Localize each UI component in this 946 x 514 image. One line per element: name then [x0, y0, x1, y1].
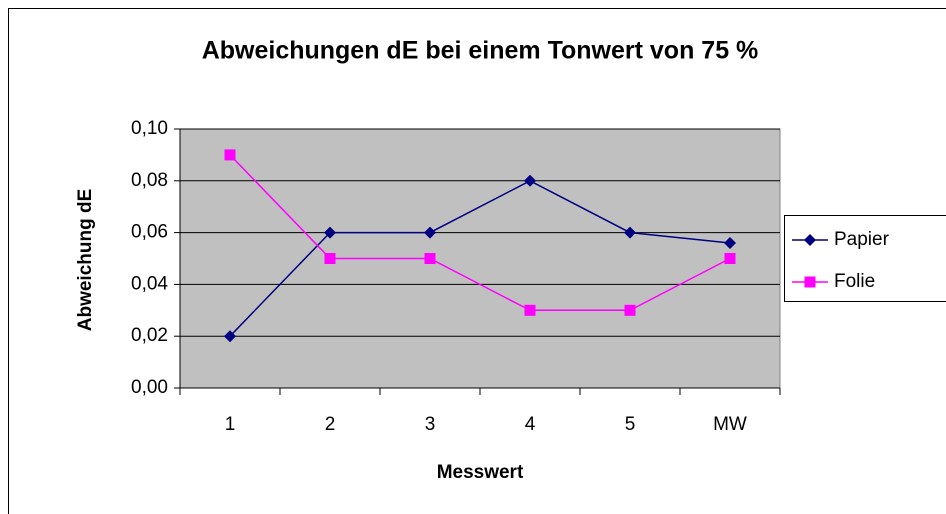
marker — [624, 304, 636, 316]
x-tick-label: 3 — [425, 414, 436, 435]
y-tick-label: 0,02 — [131, 325, 168, 346]
marker — [624, 226, 636, 239]
x-tick-label: 4 — [525, 414, 536, 435]
y-tick-label: 0,08 — [131, 170, 168, 191]
marker — [324, 253, 336, 264]
x-tick-label: 5 — [625, 414, 636, 435]
x-tick-label: 1 — [225, 414, 236, 435]
marker — [524, 304, 536, 316]
marker — [724, 236, 736, 249]
marker — [804, 234, 816, 246]
legend-label: Folie — [834, 271, 875, 292]
series-line — [229, 154, 731, 312]
x-tick-label: MW — [713, 414, 747, 435]
marker — [424, 226, 436, 239]
x-axis-label: Messwert — [437, 462, 524, 483]
marker — [724, 253, 736, 264]
legend-label: Papier — [834, 229, 890, 250]
marker — [224, 330, 236, 343]
y-tick-label: 0,10 — [131, 118, 168, 139]
marker — [224, 149, 236, 161]
y-tick-label: 0,00 — [131, 377, 168, 398]
plot-area — [179, 128, 781, 389]
x-tick-label: 2 — [325, 414, 336, 435]
y-axis-label: Abweichung dE — [75, 189, 96, 332]
y-tick-label: 0,04 — [131, 273, 168, 294]
marker — [524, 174, 536, 187]
chart-border — [8, 8, 946, 514]
y-tick-label: 0,06 — [131, 222, 168, 243]
marker — [324, 226, 336, 239]
chart-title: Abweichungen dE bei einem Tonwert von 75… — [202, 37, 759, 65]
marker — [804, 276, 816, 288]
marker — [424, 253, 436, 264]
series-line — [229, 179, 731, 337]
